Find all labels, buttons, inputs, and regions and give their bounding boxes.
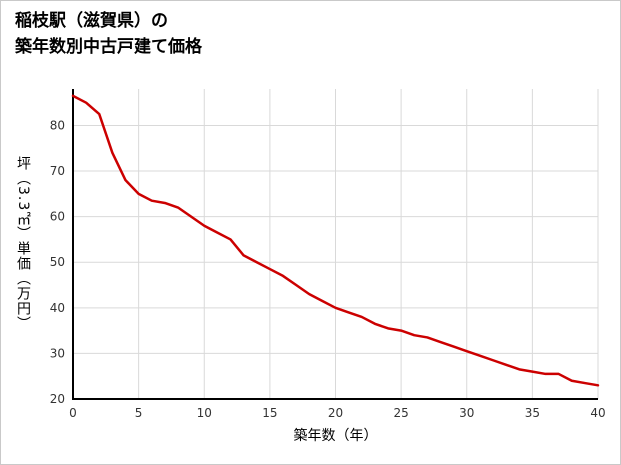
y-tick-label: 70 [50,164,65,178]
chart-title: 稲枝駅（滋賀県）の 築年数別中古戸建て価格 [15,9,202,60]
y-axis-label: 坪（3.3㎡）単価（万円） [15,156,31,332]
axes [72,89,598,400]
chart-svg: 0 5 10 15 20 25 30 35 40 20 30 40 50 60 70 80 [50,89,606,420]
chart-title-line2: 築年数別中古戸建て価格 [15,36,202,57]
price-line [71,94,600,387]
x-tick-labels: 0 5 10 15 20 25 30 35 40 [69,406,605,420]
gridlines [73,89,599,399]
y-tick-label: 40 [50,301,65,315]
x-tick-label: 40 [590,406,605,420]
x-tick-label: 30 [459,406,474,420]
x-tick-label: 20 [328,406,343,420]
y-tick-labels: 20 30 40 50 60 70 80 [50,118,65,406]
y-tick-label: 50 [50,255,65,269]
y-tick-label: 60 [50,210,65,224]
y-tick-label: 20 [50,392,65,406]
chart-title-line1: 稲枝駅（滋賀県）の [15,11,168,31]
x-tick-label: 35 [525,406,540,420]
x-tick-label: 10 [197,406,212,420]
y-tick-label: 30 [50,346,65,360]
x-tick-label: 15 [262,406,277,420]
x-tick-label: 25 [393,406,408,420]
y-tick-label: 80 [50,118,65,132]
x-tick-label: 0 [69,406,77,420]
x-axis-label: 築年数（年） [293,428,378,444]
x-tick-label: 5 [135,406,143,420]
